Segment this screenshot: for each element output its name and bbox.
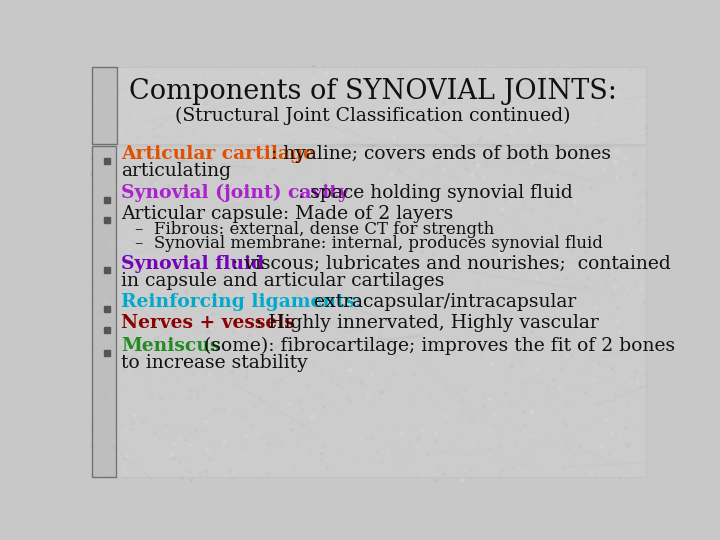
Text: Articular cartilage: Articular cartilage: [121, 145, 315, 164]
Text: Reinforcing ligaments:: Reinforcing ligaments:: [121, 293, 362, 311]
FancyBboxPatch shape: [92, 67, 646, 144]
Text: : space holding synovial fluid: : space holding synovial fluid: [297, 184, 572, 202]
FancyBboxPatch shape: [92, 67, 117, 144]
Text: –  Fibrous: external, dense CT for strength: – Fibrous: external, dense CT for streng…: [135, 221, 494, 238]
FancyBboxPatch shape: [92, 146, 116, 477]
Text: Synovial fluid: Synovial fluid: [121, 255, 264, 273]
Text: extracapsular/intracapsular: extracapsular/intracapsular: [308, 293, 576, 311]
FancyBboxPatch shape: [92, 146, 646, 477]
Text: –  Synovial membrane: internal, produces synovial fluid: – Synovial membrane: internal, produces …: [135, 235, 603, 252]
Text: Synovial (joint) cavity: Synovial (joint) cavity: [121, 184, 349, 202]
Text: in capsule and articular cartilages: in capsule and articular cartilages: [121, 272, 444, 289]
Text: : viscous; lubricates and nourishes;  contained: : viscous; lubricates and nourishes; con…: [232, 255, 671, 273]
Text: Articular capsule: Made of 2 layers: Articular capsule: Made of 2 layers: [121, 205, 454, 222]
Text: to increase stability: to increase stability: [121, 354, 307, 372]
Text: : hyaline; covers ends of both bones: : hyaline; covers ends of both bones: [271, 145, 611, 164]
Text: (some): fibrocartilage; improves the fit of 2 bones: (some): fibrocartilage; improves the fit…: [198, 337, 675, 355]
Text: articulating: articulating: [121, 163, 231, 180]
Text: Components of SYNOVIAL JOINTS:: Components of SYNOVIAL JOINTS:: [129, 78, 617, 105]
Text: : Highly innervated, Highly vascular: : Highly innervated, Highly vascular: [256, 314, 598, 332]
Text: Nerves + vessels: Nerves + vessels: [121, 314, 295, 332]
Text: (Structural Joint Classification continued): (Structural Joint Classification continu…: [175, 106, 571, 125]
Text: Meniscus: Meniscus: [121, 337, 220, 355]
